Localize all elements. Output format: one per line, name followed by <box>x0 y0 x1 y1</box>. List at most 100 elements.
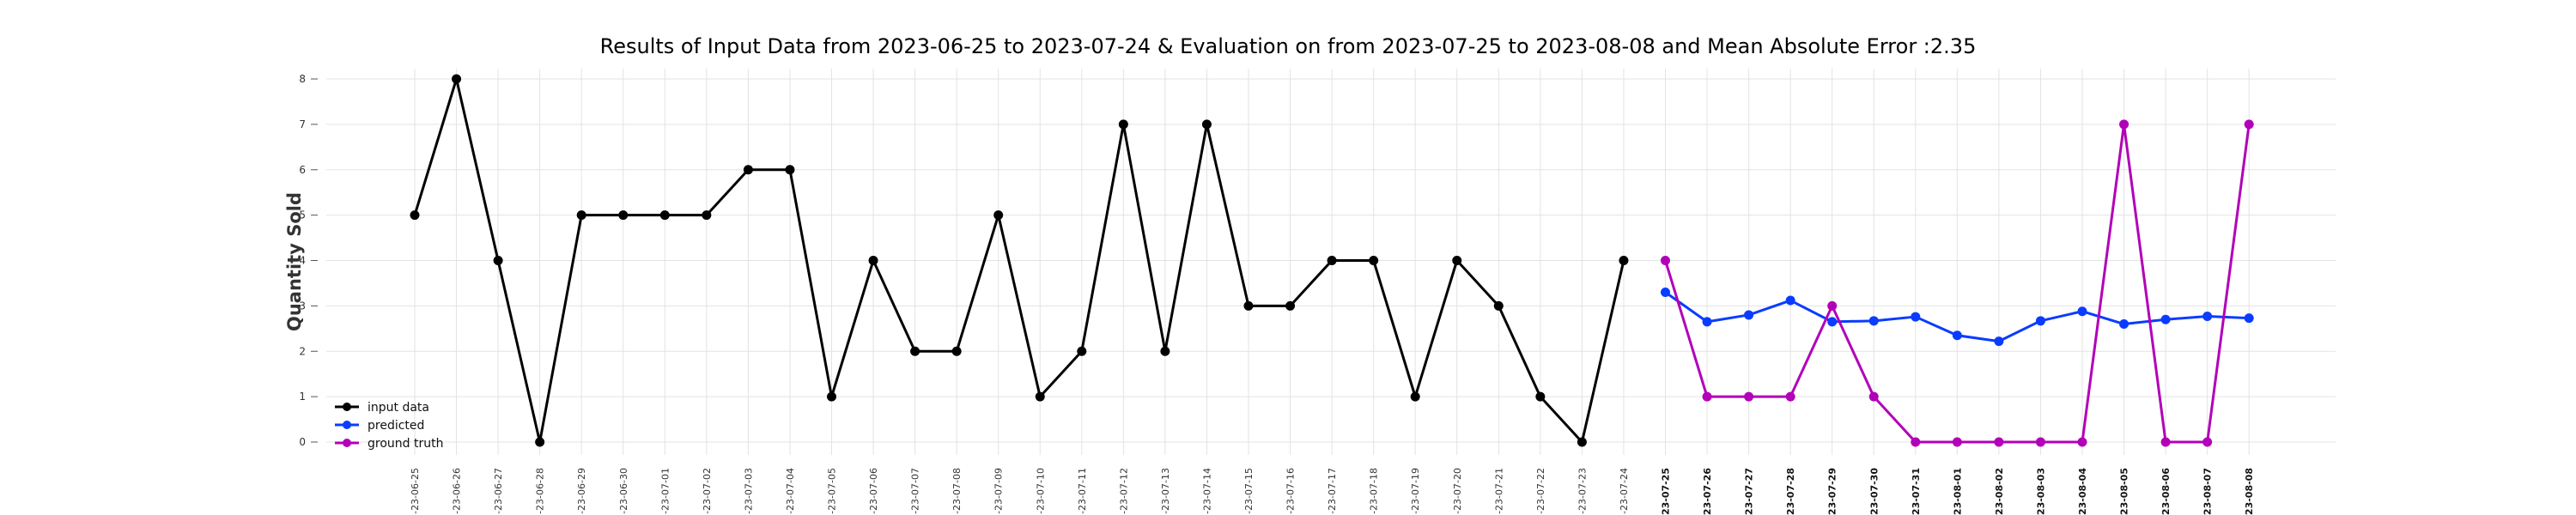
y-axis-label: Quantity Sold <box>284 192 305 331</box>
data-point-ground-truth <box>1911 437 1921 447</box>
x-tick-label: -23-07-02 <box>702 468 713 514</box>
x-tick-label: -23-07-17 <box>1327 468 1338 514</box>
x-tick-label: -23-07-19 <box>1410 468 1421 514</box>
x-tick-label: -23-07-03 <box>743 468 754 514</box>
data-point-input-data <box>1327 256 1337 265</box>
y-tick-label: 8 <box>299 73 306 85</box>
y-tick-label: 2 <box>299 345 306 357</box>
x-tick-label: -23-08-04 <box>2077 468 2088 515</box>
data-point-input-data <box>452 74 462 84</box>
x-tick-label: -23-07-26 <box>1702 468 1713 515</box>
data-point-input-data <box>1201 119 1212 130</box>
data-point-ground-truth <box>2119 119 2129 130</box>
data-point-predicted <box>1911 312 1921 322</box>
legend-marker-ground-truth <box>343 439 351 447</box>
x-tick-label: -23-06-30 <box>618 468 629 514</box>
legend: input data predicted ground truth <box>335 401 443 451</box>
x-tick-label: -23-07-20 <box>1452 468 1463 514</box>
legend-marker-input-data <box>343 403 351 411</box>
data-point-input-data <box>535 437 545 447</box>
x-tick-label: -23-08-03 <box>2035 468 2046 515</box>
series-group <box>410 74 2254 447</box>
data-point-ground-truth <box>1702 391 1712 402</box>
data-point-ground-truth <box>2160 437 2171 447</box>
x-tick-label: -23-07-30 <box>1868 468 1880 515</box>
x-tick-label: -23-07-23 <box>1577 468 1588 514</box>
data-point-ground-truth <box>1952 437 1962 447</box>
data-point-input-data <box>1535 391 1546 402</box>
data-point-input-data <box>785 165 795 175</box>
data-point-input-data <box>743 165 753 175</box>
data-point-ground-truth <box>2244 119 2254 130</box>
legend-label-ground-truth: ground truth <box>368 437 443 451</box>
data-point-input-data <box>702 210 712 221</box>
data-point-input-data <box>993 210 1004 221</box>
data-point-input-data <box>1452 256 1462 265</box>
x-tick-label: -23-08-01 <box>1952 468 1963 515</box>
data-point-predicted <box>1785 295 1795 306</box>
data-point-input-data <box>659 210 670 221</box>
data-point-input-data <box>1493 300 1504 311</box>
x-tick-label: -23-07-14 <box>1201 468 1212 514</box>
x-tick-label: -23-06-28 <box>535 468 546 514</box>
x-tick-label: -23-07-01 <box>659 468 671 514</box>
y-tick-label: 7 <box>299 118 306 130</box>
x-tick-label: -23-06-27 <box>493 468 504 514</box>
data-point-input-data <box>827 391 836 402</box>
data-point-input-data <box>618 210 629 221</box>
data-point-predicted <box>2160 314 2171 324</box>
data-point-ground-truth <box>1785 391 1795 402</box>
series-line-input-data <box>413 77 1625 444</box>
data-point-predicted <box>2202 312 2213 322</box>
x-tick-label: -23-07-22 <box>1535 468 1546 514</box>
x-tick-label: -23-07-15 <box>1243 468 1255 514</box>
data-point-predicted <box>1827 317 1838 327</box>
chart-title: Results of Input Data from 2023-06-25 to… <box>599 34 1977 58</box>
x-tick-label: -23-06-25 <box>410 468 421 514</box>
x-tick-label: -23-06-29 <box>576 468 587 514</box>
data-point-input-data <box>1285 300 1296 311</box>
data-point-predicted <box>1952 330 1962 341</box>
data-point-predicted <box>1744 310 1754 320</box>
data-point-ground-truth <box>1827 300 1838 311</box>
x-tick-label: -23-07-11 <box>1077 468 1088 514</box>
x-tick-label: -23-07-18 <box>1369 468 1380 514</box>
legend-label-predicted: predicted <box>368 419 424 433</box>
data-point-ground-truth <box>2077 437 2087 447</box>
x-tick-label: -23-06-26 <box>452 468 463 514</box>
data-point-input-data <box>1160 346 1170 356</box>
data-point-input-data <box>868 256 878 265</box>
data-point-ground-truth <box>2202 437 2213 447</box>
x-tick-label: -23-07-13 <box>1160 468 1171 514</box>
x-tick-label: -23-07-28 <box>1785 468 1796 515</box>
data-point-input-data <box>1118 119 1128 130</box>
data-point-predicted <box>2077 306 2087 317</box>
data-point-input-data <box>1577 437 1587 447</box>
data-point-ground-truth <box>2035 437 2045 447</box>
data-point-input-data <box>1077 346 1087 356</box>
data-point-predicted <box>1702 317 1712 327</box>
x-tick-label: -23-07-04 <box>785 468 796 514</box>
x-tick-label: -23-07-07 <box>910 468 921 514</box>
legend-marker-predicted <box>343 421 351 429</box>
data-point-predicted <box>1868 316 1879 326</box>
data-point-input-data <box>576 210 586 221</box>
x-tick-label: -23-07-25 <box>1661 468 1672 515</box>
data-point-ground-truth <box>1661 256 1670 265</box>
y-tick-label: 6 <box>299 164 306 176</box>
x-tick-label: -23-07-29 <box>1827 468 1838 515</box>
x-tick-label: -23-07-10 <box>1035 468 1046 514</box>
y-tick-label: 0 <box>299 436 306 448</box>
data-point-ground-truth <box>1868 391 1879 402</box>
x-tick-label: -23-08-08 <box>2244 468 2255 515</box>
data-point-predicted <box>1994 336 2004 347</box>
data-point-predicted <box>1661 288 1670 298</box>
data-point-input-data <box>951 346 962 356</box>
x-tick-label: -23-07-09 <box>993 468 1005 514</box>
data-point-ground-truth <box>1994 437 2004 447</box>
x-tick-label: -23-07-08 <box>951 468 963 514</box>
y-tick-label: 3 <box>299 300 306 312</box>
legend-label-input-data: input data <box>368 401 429 415</box>
x-tick-label: -23-07-16 <box>1285 468 1297 514</box>
